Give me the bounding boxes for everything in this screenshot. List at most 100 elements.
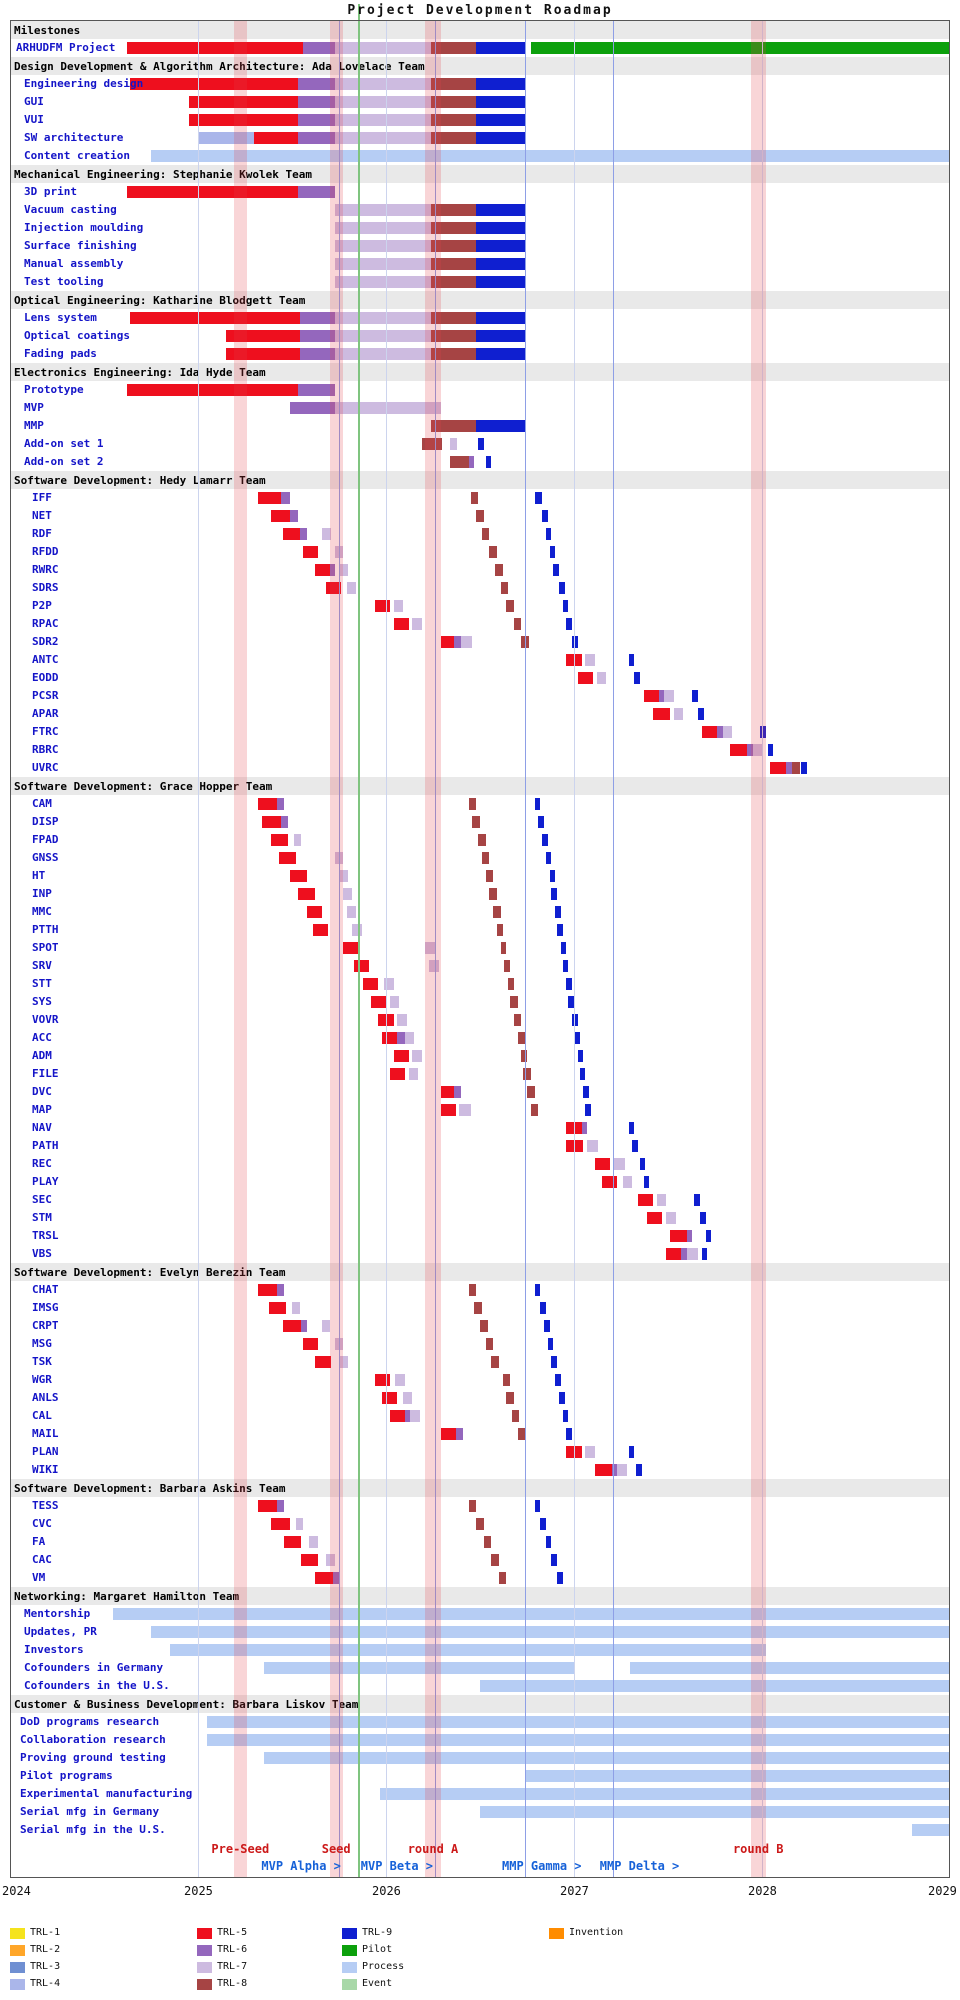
- gantt-bar-t9: [585, 1104, 591, 1116]
- gantt-bar-t7: [335, 276, 432, 288]
- funding-round-label: round A: [407, 1842, 459, 1856]
- gantt-bar-t7: [322, 1320, 330, 1332]
- gantt-bar-t5: [130, 78, 298, 90]
- year-tick-label: 2025: [184, 1884, 213, 1898]
- gantt-bar-t5: [440, 1104, 456, 1116]
- gantt-bar-process: [525, 1770, 950, 1782]
- gantt-bar-t6: [299, 528, 308, 540]
- task-label: Serial mfg in the U.S.: [20, 1823, 166, 1836]
- gantt-bar-t6: [299, 330, 336, 342]
- gantt-bar-t9: [639, 1158, 646, 1170]
- gantt-bar-t7: [404, 1032, 415, 1044]
- gantt-bar-t8: [468, 798, 477, 810]
- gantt-bar-t9: [632, 1140, 638, 1152]
- gantt-bar-t8: [431, 330, 477, 342]
- task-label: MAIL: [32, 1427, 59, 1440]
- gantt-bar-t6: [453, 1086, 462, 1098]
- gantt-bar-t7: [397, 1014, 407, 1026]
- task-label: INP: [32, 887, 52, 900]
- gantt-bar-t5: [389, 1068, 405, 1080]
- gantt-bar-t7: [335, 312, 432, 324]
- gantt-bar-t9: [636, 1464, 642, 1476]
- legend-label: TRL-5: [217, 1927, 248, 1938]
- gantt-bar-t7: [402, 1392, 413, 1404]
- task-label: PTTH: [32, 923, 59, 936]
- gantt-bar-t6: [453, 636, 462, 648]
- task-label: Add-on set 2: [24, 455, 104, 468]
- task-label: Experimental manufacturing: [20, 1787, 193, 1800]
- gantt-bar-t5: [258, 1500, 277, 1512]
- task-label: IMSG: [32, 1301, 59, 1314]
- gantt-bar-t6: [299, 348, 336, 360]
- gantt-bar-t7: [617, 1464, 627, 1476]
- task-label: SDR2: [32, 635, 59, 648]
- legend-swatch-t2: [10, 1945, 25, 1956]
- legend-swatch-t9: [342, 1928, 357, 1939]
- task-label: CRPT: [32, 1319, 59, 1332]
- gantt-bar-t5: [269, 1302, 287, 1314]
- task-label: Collaboration research: [20, 1733, 166, 1746]
- task-label: Updates, PR: [24, 1625, 97, 1638]
- legend-label: TRL-9: [362, 1927, 393, 1938]
- gantt-bar-t8: [431, 420, 477, 432]
- gantt-bar-t9: [694, 1194, 700, 1206]
- gantt-bar-t8: [510, 996, 518, 1008]
- task-label: Test tooling: [24, 275, 104, 288]
- section-header-label: Milestones: [14, 23, 81, 37]
- gantt-bar-t7: [425, 942, 435, 954]
- gantt-bar-t7: [335, 96, 432, 108]
- gantt-bar-t5: [594, 1464, 612, 1476]
- gantt-bar-t8: [480, 1320, 488, 1332]
- gantt-bar-t5: [314, 1356, 332, 1368]
- gantt-bar-t5: [258, 492, 281, 504]
- gantt-bar-t6: [297, 132, 336, 144]
- task-label: UVRC: [32, 761, 59, 774]
- gantt-bar-t7: [752, 744, 762, 756]
- gantt-bar-t6: [297, 96, 336, 108]
- section-header-label: Mechanical Engineering: Stephanie Kwolek…: [14, 167, 313, 181]
- gantt-bar-t8: [468, 1500, 477, 1512]
- gantt-bar-t9: [555, 1374, 561, 1386]
- task-label: SDRS: [32, 581, 59, 594]
- gantt-bar-t6: [297, 384, 336, 396]
- event-line: [357, 4, 360, 1877]
- section-header-label: Software Development: Grace Hopper Team: [14, 779, 273, 793]
- gantt-bar-t6: [746, 744, 753, 756]
- gantt-bar-t9: [476, 420, 526, 432]
- gantt-bar-t7: [346, 906, 356, 918]
- gantt-bar-t7: [295, 1518, 304, 1530]
- gantt-bar-t8: [495, 564, 503, 576]
- legend-label: TRL-6: [217, 1944, 248, 1955]
- gantt-bar-t9: [628, 1122, 635, 1134]
- gantt-bar-t9: [476, 222, 526, 234]
- gantt-bar-t5: [354, 960, 370, 972]
- gantt-bar-t9: [545, 1536, 552, 1548]
- task-label: PLAN: [32, 1445, 59, 1458]
- gantt-bar-t9: [549, 870, 556, 882]
- gantt-bar-t9: [545, 528, 552, 540]
- gantt-bar-t9: [699, 1212, 706, 1224]
- gantt-bar-process: [630, 1662, 950, 1674]
- gantt-bar-t7: [335, 258, 432, 270]
- gantt-bar-t7: [587, 1140, 599, 1152]
- gantt-bar-t7: [459, 1104, 471, 1116]
- gantt-bar-t9: [583, 1086, 590, 1098]
- gantt-bar-t8: [504, 960, 511, 972]
- task-label: TSK: [32, 1355, 52, 1368]
- gantt-bar-t7: [335, 240, 432, 252]
- task-label: PLAY: [32, 1175, 59, 1188]
- task-label: VM: [32, 1571, 46, 1584]
- legend-label: TRL-8: [217, 1978, 248, 1989]
- gantt-bar-t8: [511, 1410, 520, 1422]
- gantt-bar-t7: [686, 1248, 699, 1260]
- gantt-bar-t9: [560, 942, 567, 954]
- gantt-bar-t5: [126, 42, 304, 54]
- gantt-bar-t8: [431, 78, 477, 90]
- milestone-label: MMP Gamma >: [502, 1859, 582, 1873]
- gantt-bar-t5: [325, 582, 341, 594]
- gantt-bar-t8: [431, 132, 477, 144]
- gantt-bar-t9: [476, 96, 526, 108]
- task-label: MMP: [24, 419, 44, 432]
- gantt-bar-t9: [543, 1320, 550, 1332]
- gantt-bar-process: [912, 1824, 950, 1836]
